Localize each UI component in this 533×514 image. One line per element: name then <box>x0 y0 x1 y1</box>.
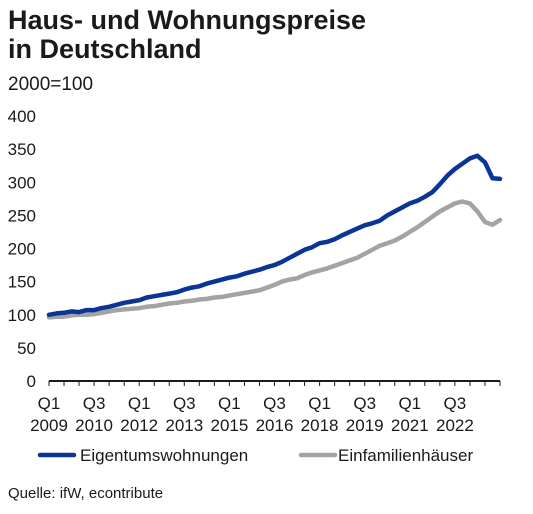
chart-title-line-2: in Deutschland <box>8 34 202 64</box>
y-tick-label-300: 300 <box>8 173 36 192</box>
x-tick-quarter-3: Q3 <box>173 394 196 413</box>
legend: Eigentumswohnungen Einfamilienhäuser <box>37 446 473 465</box>
y-axis: 0 50 100 150 200 250 300 350 400 <box>8 107 36 391</box>
x-tick-year-7: 2019 <box>346 416 384 435</box>
y-tick-label-400: 400 <box>8 107 36 126</box>
x-tick-quarter-5: Q3 <box>263 394 286 413</box>
y-tick-label-200: 200 <box>8 240 36 259</box>
x-tick-year-5: 2016 <box>256 416 294 435</box>
y-tick-label-0: 0 <box>27 372 36 391</box>
chart-title-line-1: Haus- und Wohnungspreise <box>8 5 367 35</box>
x-tick-quarter-8: Q1 <box>398 394 421 413</box>
y-tick-label-100: 100 <box>8 306 36 325</box>
series-line-eigentumswohnungen <box>46 153 503 318</box>
chart-title: Haus- und Wohnungspreise in Deutschland <box>8 6 523 64</box>
x-tick-quarter-7: Q3 <box>353 394 376 413</box>
x-tick-quarter-6: Q1 <box>308 394 331 413</box>
series-line-einfamilienhaeuser <box>46 199 503 320</box>
x-tick-year-0: 2009 <box>30 416 68 435</box>
x-axis: Q1 2009 Q3 2010 Q1 2012 Q3 2013 Q1 2015 Q3 2016 Q1 20… <box>30 380 501 435</box>
x-tick-quarter-2: Q1 <box>128 394 151 413</box>
source-note: Quelle: ifW, econtribute <box>8 485 164 502</box>
y-tick-label-350: 350 <box>8 140 36 159</box>
x-tick-quarter-1: Q3 <box>83 394 106 413</box>
y-tick-label-250: 250 <box>8 206 36 225</box>
chart-subtitle: 2000=100 <box>8 74 94 95</box>
legend-label-1: Einfamilienhäuser <box>338 446 473 465</box>
x-tick-year-4: 2015 <box>210 416 248 435</box>
x-tick-year-6: 2018 <box>301 416 339 435</box>
x-tick-quarter-0: Q1 <box>38 394 61 413</box>
series-layer <box>46 153 503 320</box>
x-tick-quarter-4: Q1 <box>218 394 241 413</box>
x-tick-year-8: 2021 <box>391 416 429 435</box>
x-tick-year-9: 2022 <box>436 416 474 435</box>
x-tick-year-2: 2012 <box>120 416 158 435</box>
x-tick-quarter-9: Q3 <box>444 394 467 413</box>
y-tick-label-50: 50 <box>17 339 36 358</box>
legend-label-0: Eigentumswohnungen <box>80 446 248 465</box>
x-tick-year-3: 2013 <box>165 416 203 435</box>
y-tick-label-150: 150 <box>8 273 36 292</box>
x-tick-year-1: 2010 <box>75 416 113 435</box>
